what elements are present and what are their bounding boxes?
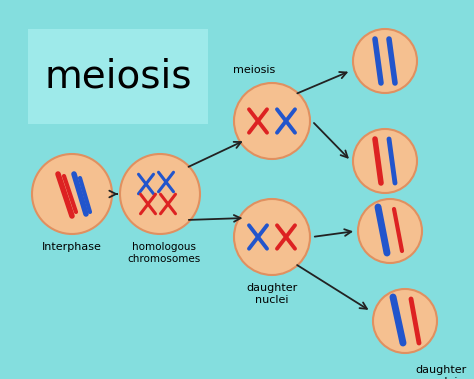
Ellipse shape: [373, 289, 437, 353]
Ellipse shape: [234, 83, 310, 159]
Ellipse shape: [353, 129, 417, 193]
Text: daughter
nuclei: daughter nuclei: [415, 365, 466, 379]
Text: homologous
chromosomes: homologous chromosomes: [128, 242, 201, 265]
Ellipse shape: [234, 199, 310, 275]
Text: meiosis: meiosis: [233, 65, 275, 75]
Text: meiosis: meiosis: [44, 58, 192, 96]
Ellipse shape: [358, 199, 422, 263]
Text: daughter
nuclei: daughter nuclei: [246, 283, 298, 305]
Ellipse shape: [120, 154, 200, 234]
Ellipse shape: [32, 154, 112, 234]
Text: Interphase: Interphase: [42, 242, 102, 252]
Ellipse shape: [353, 29, 417, 93]
FancyBboxPatch shape: [28, 29, 208, 124]
